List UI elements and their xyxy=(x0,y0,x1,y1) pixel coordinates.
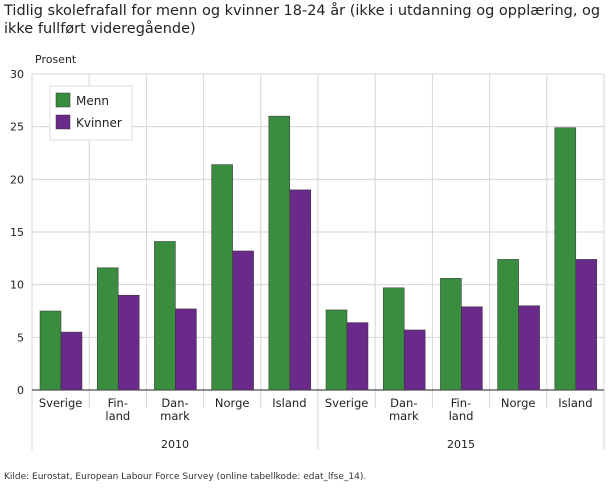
bar-menn xyxy=(382,287,405,391)
y-tick-label: 15 xyxy=(10,226,24,239)
bar-kvinner xyxy=(60,331,83,391)
x-tick-label: Sverige xyxy=(325,396,368,410)
bar-menn xyxy=(325,309,348,391)
bar-menn xyxy=(554,127,577,391)
legend-label: Kvinner xyxy=(76,116,122,130)
x-tick-label: Dan- xyxy=(161,396,188,410)
x-tick-label: Dan- xyxy=(390,396,417,410)
y-tick-label: 0 xyxy=(17,384,24,397)
x-tick-label: Fin- xyxy=(451,396,471,410)
chart-title: Tidlig skolefrafall for menn og kvinner … xyxy=(4,3,601,37)
bar-kvinner xyxy=(518,305,540,391)
bar-kvinner xyxy=(117,294,140,391)
bar-kvinner xyxy=(175,308,197,391)
x-tick-label: Norge xyxy=(501,396,536,410)
group-label: 2015 xyxy=(447,438,475,451)
x-tick-label: Norge xyxy=(215,396,250,410)
bar-kvinner xyxy=(232,250,254,391)
source-note: Kilde: Eurostat, European Labour Force S… xyxy=(4,472,367,482)
legend-label: Menn xyxy=(76,94,109,108)
legend xyxy=(49,85,133,141)
bar-menn xyxy=(96,267,119,391)
y-tick-label: 20 xyxy=(10,173,24,186)
x-tick-label: land xyxy=(449,409,474,423)
x-tick-label: Island xyxy=(272,396,306,410)
y-tick-label: 30 xyxy=(10,68,24,81)
x-tick-label: Island xyxy=(558,396,592,410)
x-tick-label: mark xyxy=(389,409,419,423)
bar-kvinner xyxy=(346,322,369,391)
bar-kvinner xyxy=(461,306,483,391)
bar-menn xyxy=(497,259,519,391)
bar-menn xyxy=(440,278,462,391)
legend-swatch xyxy=(55,114,71,130)
bar-menn xyxy=(154,241,176,391)
y-tick-label: 25 xyxy=(10,121,24,134)
bar-kvinner xyxy=(289,189,312,391)
bar-kvinner xyxy=(575,259,598,391)
y-axis-label: Prosent xyxy=(35,53,77,66)
x-tick-label: mark xyxy=(160,409,190,423)
bar-menn xyxy=(39,310,62,391)
y-tick-label: 5 xyxy=(17,331,24,344)
legend-swatch xyxy=(55,92,71,108)
x-tick-label: land xyxy=(105,409,130,423)
y-tick-label: 10 xyxy=(10,279,24,292)
x-tick-label: Fin- xyxy=(108,396,128,410)
group-label: 2010 xyxy=(161,438,189,451)
bar-kvinner xyxy=(403,329,426,391)
bar-menn xyxy=(211,164,233,391)
bar-menn xyxy=(268,115,291,391)
x-tick-label: Sverige xyxy=(39,396,82,410)
